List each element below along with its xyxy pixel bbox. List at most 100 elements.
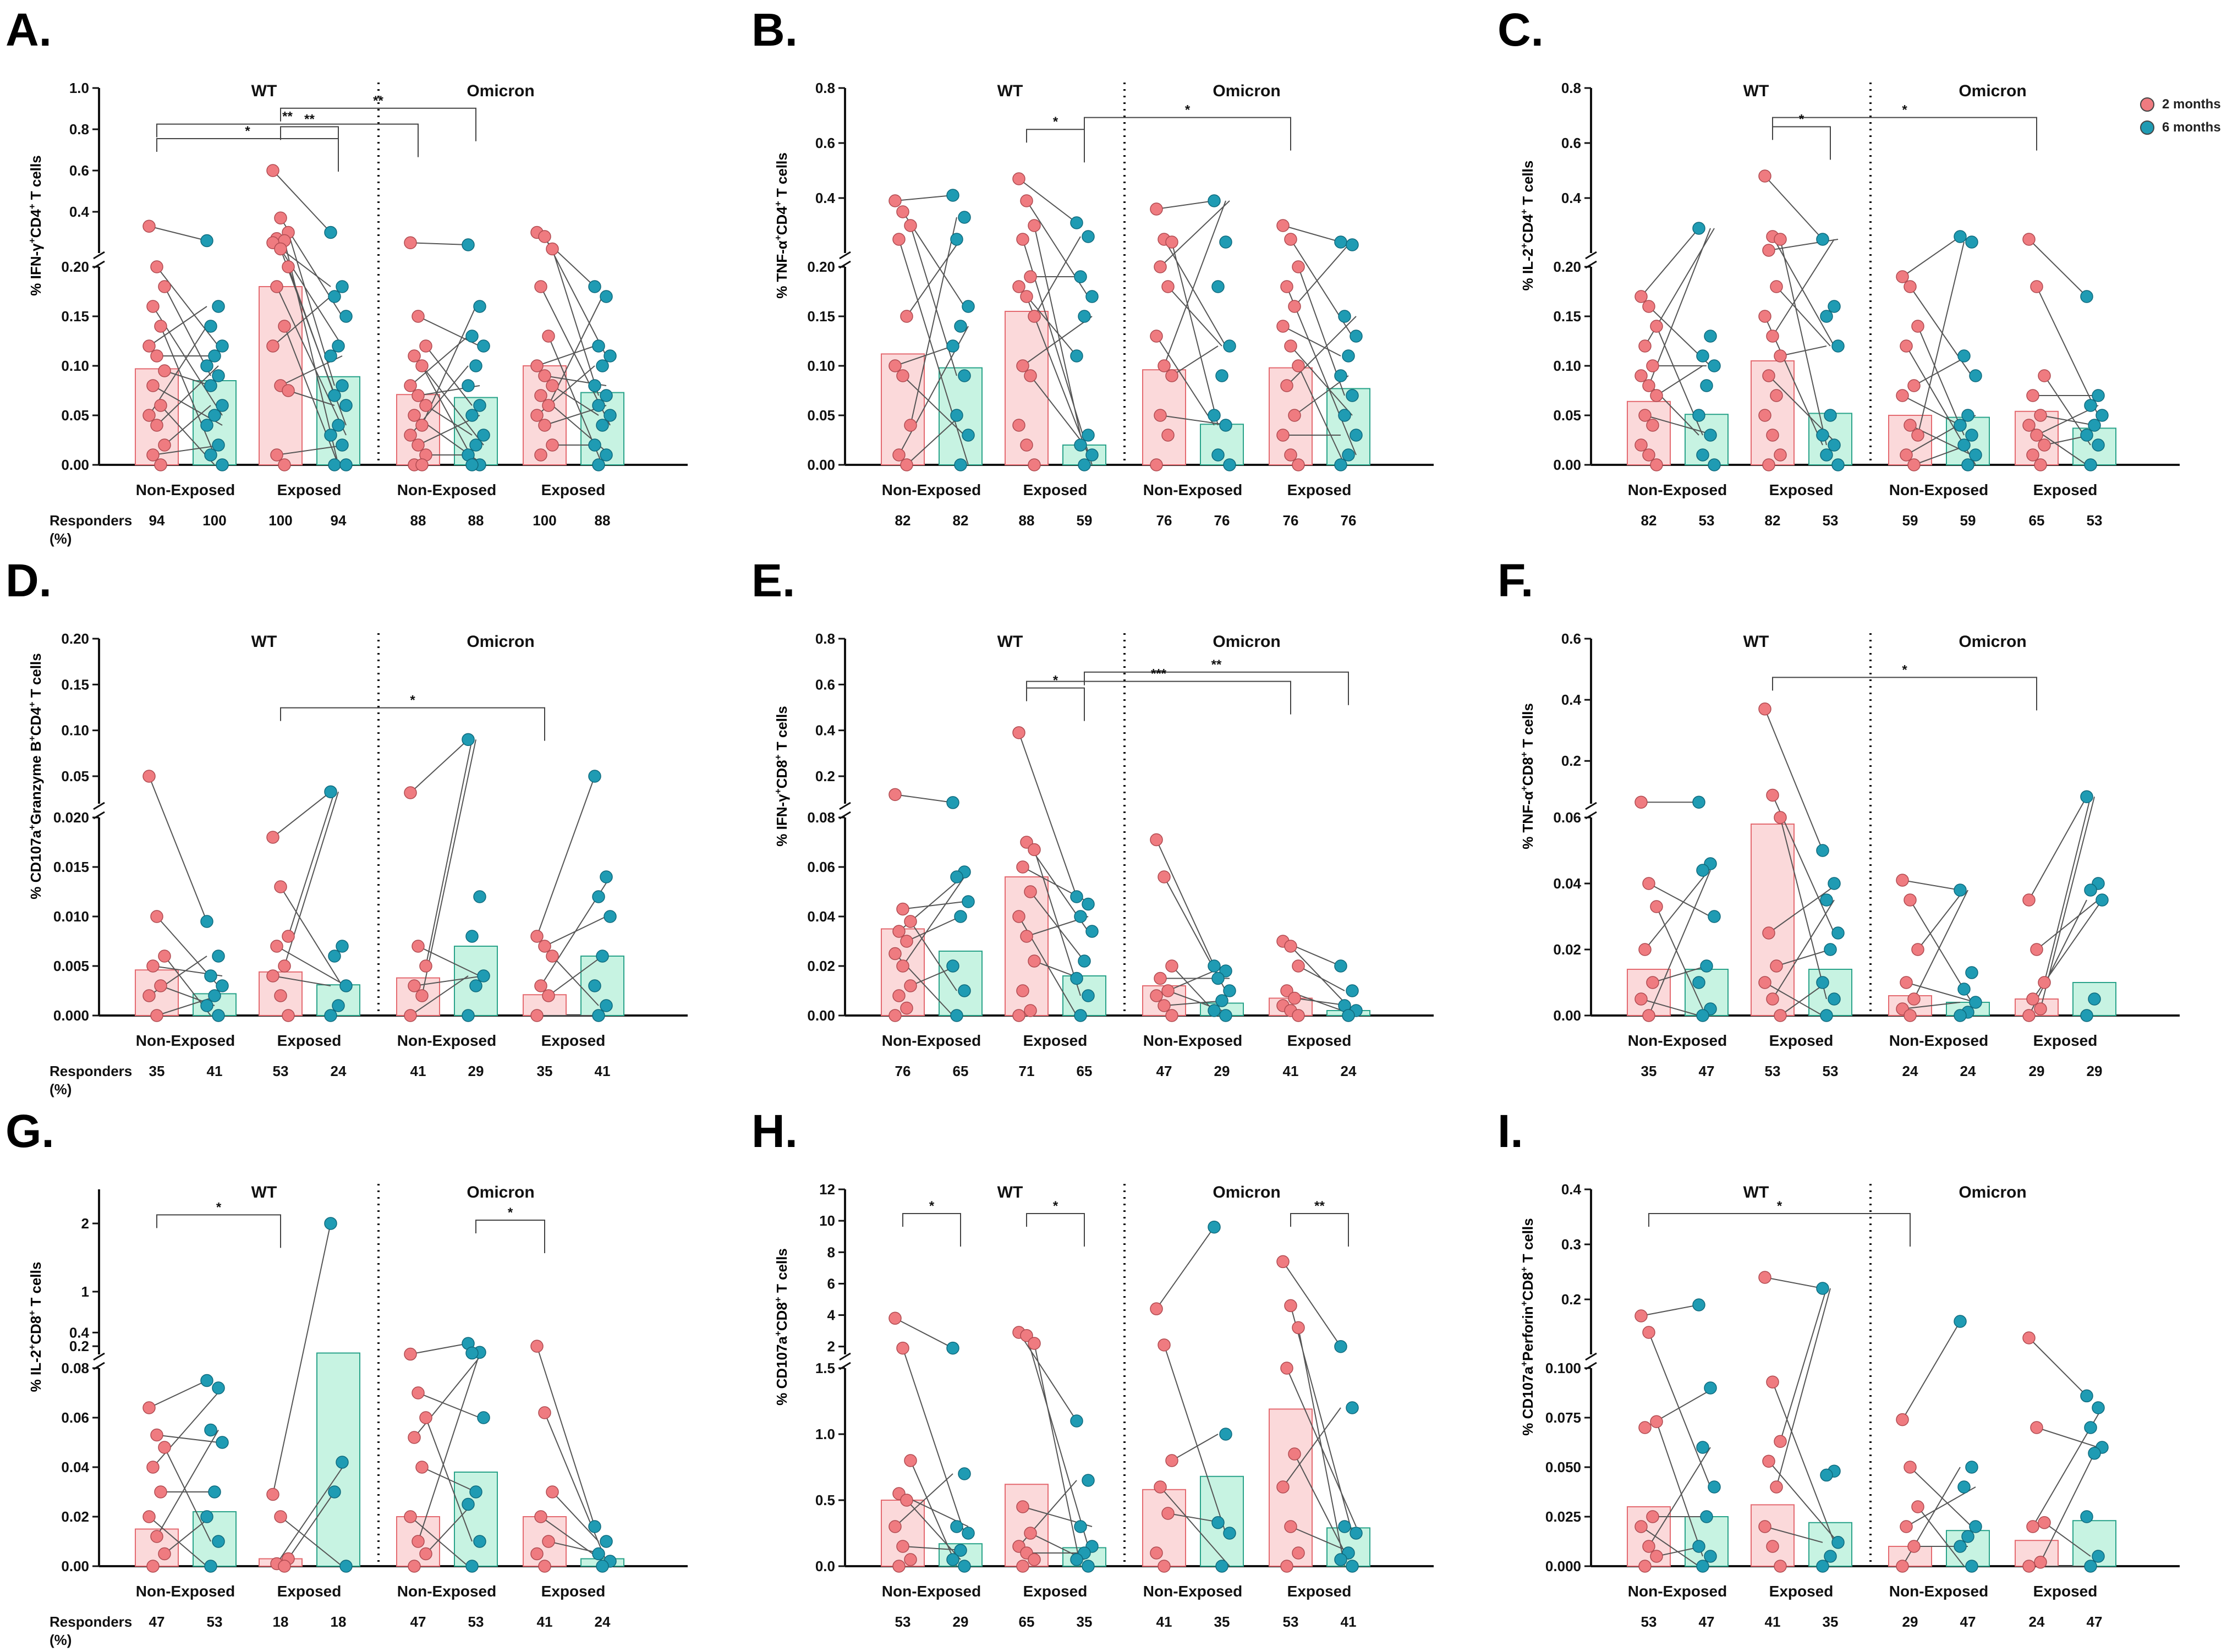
point-6-months — [962, 895, 975, 908]
point-2-months — [888, 359, 902, 372]
point-6-months — [1692, 409, 1705, 422]
point-6-months — [2080, 790, 2093, 803]
point-6-months — [1816, 429, 1829, 442]
point-2-months — [419, 399, 432, 412]
point-6-months — [1334, 959, 1347, 973]
point-6-months — [1820, 893, 1833, 907]
group-label: Exposed — [277, 481, 342, 498]
responder-value: 29 — [1902, 1613, 1918, 1630]
panel-c: C.% IL-2+CD4+ T cells 0.00 0.05 0.10 0.15 0.2… — [1492, 0, 2238, 551]
significance-label: * — [410, 693, 415, 708]
point-6-months — [596, 1560, 609, 1573]
point-2-months — [1911, 1500, 1924, 1513]
pair-line — [2036, 899, 2099, 950]
pair-line — [1656, 1421, 1703, 1557]
variant-label-wt: WT — [251, 1183, 277, 1201]
point-2-months — [154, 399, 167, 412]
y-tick-label: 0.025 — [1545, 1508, 1581, 1525]
point-2-months — [1284, 233, 1297, 246]
pair-line — [1171, 242, 1219, 426]
point-6-months — [332, 999, 345, 1012]
pair-line — [414, 1352, 484, 1438]
legend-label-2-months: 2 months — [2162, 97, 2221, 112]
point-6-months — [600, 448, 613, 462]
pair-line — [906, 239, 961, 317]
point-2-months — [2026, 389, 2039, 402]
point-6-months — [208, 989, 221, 1002]
point-6-months — [336, 438, 349, 452]
point-2-months — [542, 330, 555, 343]
responder-value: 53 — [1823, 512, 1839, 529]
panel-b: B.% TNF-α+CD4+ T cells 0.00 0.05 0.10 0.15 0.… — [746, 0, 1492, 551]
point-6-months — [1223, 1527, 1236, 1540]
point-2-months — [1896, 874, 1909, 887]
point-2-months — [892, 989, 906, 1002]
point-2-months — [1288, 409, 1301, 422]
pair-line — [1648, 228, 1711, 386]
point-6-months — [328, 458, 341, 471]
responders-label: Responders — [50, 1613, 132, 1630]
y-tick-label: 0.00 — [61, 457, 89, 473]
pair-line — [902, 901, 965, 910]
point-6-months — [1338, 310, 1351, 323]
point-6-months — [1208, 1004, 1221, 1017]
pair-line — [536, 1346, 595, 1527]
pair-line — [1768, 883, 1839, 934]
significance-label: * — [1053, 1199, 1058, 1214]
pair-line — [1902, 880, 1961, 891]
point-6-months — [1969, 448, 1982, 462]
point-6-months — [339, 458, 353, 471]
y-tick-label: 0.8 — [815, 80, 835, 96]
point-2-months — [1762, 458, 1775, 471]
y-tick-label: 0.2 — [1561, 1291, 1581, 1308]
point-6-months — [1208, 194, 1221, 207]
point-2-months — [538, 1406, 551, 1419]
y-tick-label: 0.015 — [53, 859, 89, 875]
point-2-months — [1020, 290, 1033, 303]
point-6-months — [339, 399, 353, 412]
point-2-months — [1016, 860, 1029, 874]
y-tick-label: 0.15 — [61, 676, 89, 693]
y-tick-label: 0.05 — [61, 768, 89, 784]
pair-line — [410, 739, 469, 793]
responder-value: 82 — [1641, 512, 1657, 529]
axis-break-mark — [93, 802, 105, 810]
point-2-months — [1907, 1540, 1921, 1553]
significance-bracket — [1026, 1213, 1085, 1247]
point-2-months — [1758, 1520, 1771, 1533]
responder-value: 24 — [1960, 1063, 1976, 1079]
y-tick-label: 0.8 — [815, 630, 835, 647]
y-tick-label: 0.2 — [69, 1338, 89, 1354]
pair-line — [1906, 1486, 1976, 1527]
pair-line — [906, 916, 961, 942]
pair-line — [1917, 890, 1965, 950]
chart-svg: 0.00 0.05 0.10 0.15 0.20 0.4 0.6 0.8 WT Omicron No… — [807, 80, 1434, 529]
point-6-months — [1074, 438, 1087, 452]
point-6-months — [200, 999, 213, 1012]
point-2-months — [1150, 202, 1163, 216]
point-6-months — [958, 1560, 971, 1573]
pair-line — [902, 1348, 965, 1534]
responder-value: 18 — [273, 1613, 289, 1630]
point-2-months — [1292, 260, 1305, 273]
point-2-months — [274, 1510, 287, 1523]
point-2-months — [2022, 1331, 2036, 1344]
axis-break-mark — [93, 1352, 105, 1361]
pair-line — [910, 217, 957, 426]
point-2-months — [1634, 290, 1648, 303]
pair-line — [410, 1343, 469, 1355]
chart-svg: 0.00 0.05 0.10 0.15 0.20 0.4 0.6 0.8 WT Omicron No… — [1553, 80, 2180, 529]
point-6-months — [216, 979, 229, 992]
point-6-months — [600, 290, 613, 303]
pair-line — [1160, 1486, 1230, 1567]
point-2-months — [2022, 419, 2036, 432]
point-2-months — [1020, 1329, 1033, 1342]
y-tick-label: 0.4 — [69, 204, 90, 220]
responder-value: 82 — [1765, 512, 1781, 529]
group-label: Non-Exposed — [136, 1583, 235, 1600]
point-2-months — [408, 349, 421, 363]
point-6-months — [1334, 235, 1347, 249]
responder-value: 47 — [1699, 1063, 1715, 1079]
responder-value: 41 — [410, 1063, 426, 1079]
point-6-months — [469, 359, 482, 372]
